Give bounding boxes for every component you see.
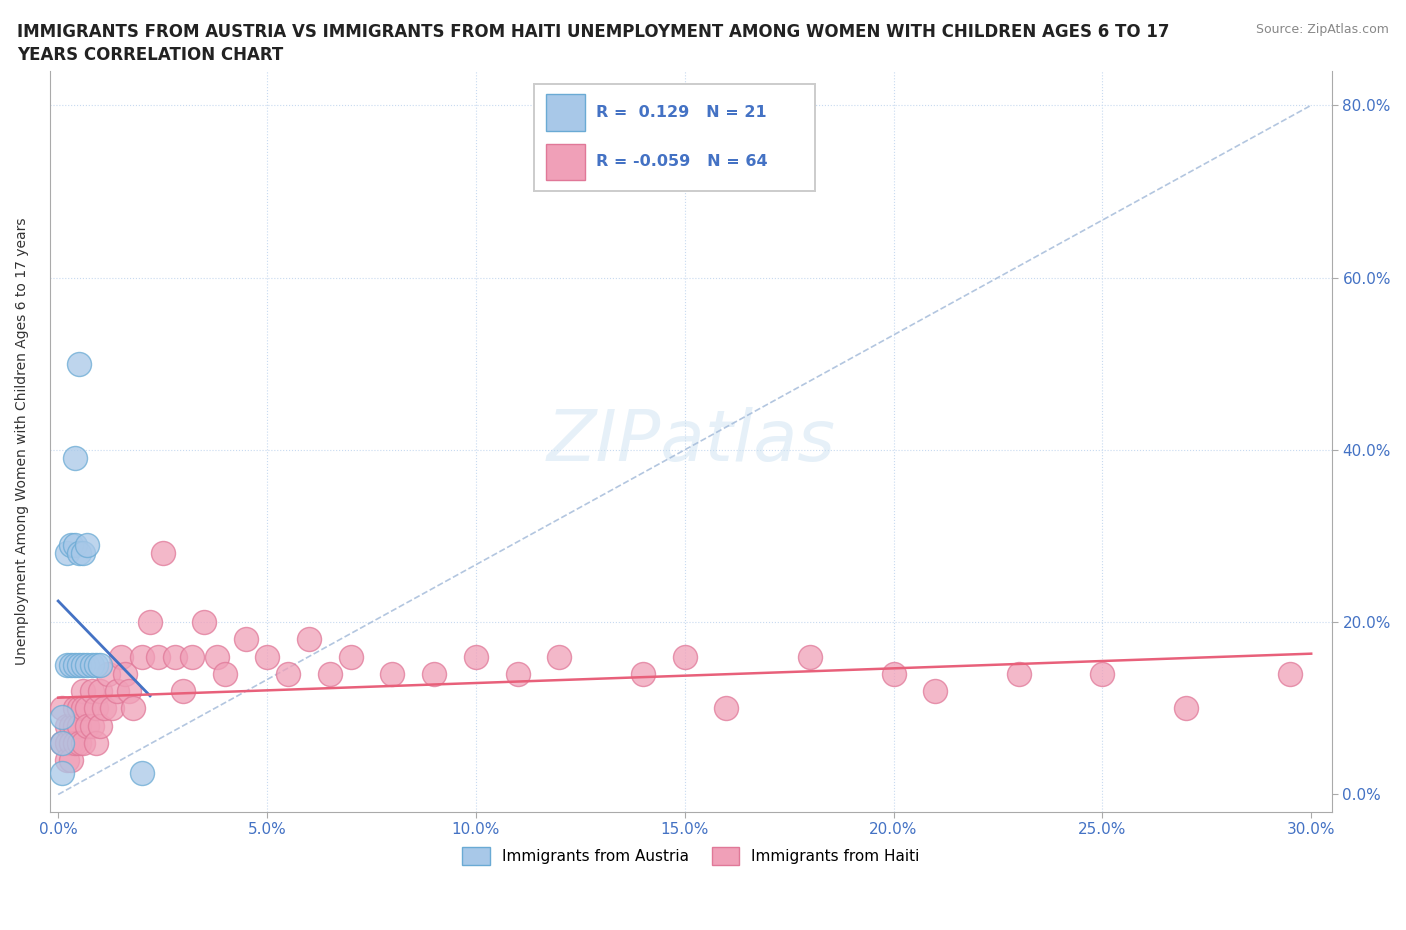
Point [67,718,90,733]
Point [101,701,124,716]
Point [152,546,174,561]
Point [55,736,77,751]
Point [51,736,73,751]
Point [67,736,90,751]
Point [84,736,107,751]
Point [235,632,257,647]
Point [131,765,153,780]
Point [59,658,82,672]
Point [256,649,278,664]
Point [76,701,98,716]
Point [381,667,404,682]
Point [110,649,132,664]
Point [131,649,153,664]
Bar [546,94,585,131]
Text: ZIPatlas: ZIPatlas [547,406,835,476]
Point [55,658,77,672]
Point [148,649,170,664]
Point [72,658,94,672]
Point [716,701,738,716]
Point [97,667,120,682]
Point [423,667,446,682]
Point [799,649,821,664]
Text: R = -0.059   N = 64: R = -0.059 N = 64 [596,154,768,169]
Point [924,684,946,698]
Point [1091,667,1114,682]
Point [139,615,162,630]
Point [318,667,340,682]
Point [883,667,905,682]
Point [165,649,187,664]
Point [84,658,107,672]
Point [506,667,529,682]
Point [67,546,90,561]
Text: YEARS CORRELATION CHART: YEARS CORRELATION CHART [17,46,283,64]
Point [55,752,77,767]
Point [63,538,86,552]
Point [214,667,236,682]
Point [89,658,111,672]
Point [464,649,486,664]
Text: Source: ZipAtlas.com: Source: ZipAtlas.com [1256,23,1389,36]
Point [1008,667,1031,682]
Point [67,356,90,371]
Point [205,649,228,664]
Point [673,649,696,664]
Point [339,649,361,664]
Point [59,538,82,552]
Point [122,701,145,716]
Point [51,765,73,780]
Point [193,615,215,630]
Point [67,701,90,716]
Point [76,718,98,733]
Point [59,752,82,767]
Y-axis label: Unemployment Among Women with Children Ages 6 to 17 years: Unemployment Among Women with Children A… [15,218,30,665]
Point [277,667,299,682]
Point [63,718,86,733]
Point [59,718,82,733]
Point [298,632,321,647]
Point [93,701,115,716]
Point [76,658,98,672]
Point [80,684,103,698]
Point [51,736,73,751]
Point [72,684,94,698]
Point [89,718,111,733]
Point [84,701,107,716]
Point [72,736,94,751]
Point [89,684,111,698]
Point [180,649,202,664]
Point [1279,667,1302,682]
Point [118,684,141,698]
Point [51,710,73,724]
Point [55,718,77,733]
Point [63,451,86,466]
Point [80,718,103,733]
Point [114,667,136,682]
Point [76,538,98,552]
Point [63,701,86,716]
Point [80,658,103,672]
Point [1174,701,1197,716]
Point [548,649,571,664]
Point [105,684,128,698]
Legend: Immigrants from Austria, Immigrants from Haiti: Immigrants from Austria, Immigrants from… [456,841,927,870]
Point [63,736,86,751]
Point [631,667,654,682]
Point [67,658,90,672]
Point [72,546,94,561]
Point [63,658,86,672]
Point [55,546,77,561]
Bar [546,143,585,180]
Point [51,701,73,716]
Text: IMMIGRANTS FROM AUSTRIA VS IMMIGRANTS FROM HAITI UNEMPLOYMENT AMONG WOMEN WITH C: IMMIGRANTS FROM AUSTRIA VS IMMIGRANTS FR… [17,23,1170,41]
Point [173,684,195,698]
Text: R =  0.129   N = 21: R = 0.129 N = 21 [596,105,766,120]
Point [59,736,82,751]
Point [72,701,94,716]
